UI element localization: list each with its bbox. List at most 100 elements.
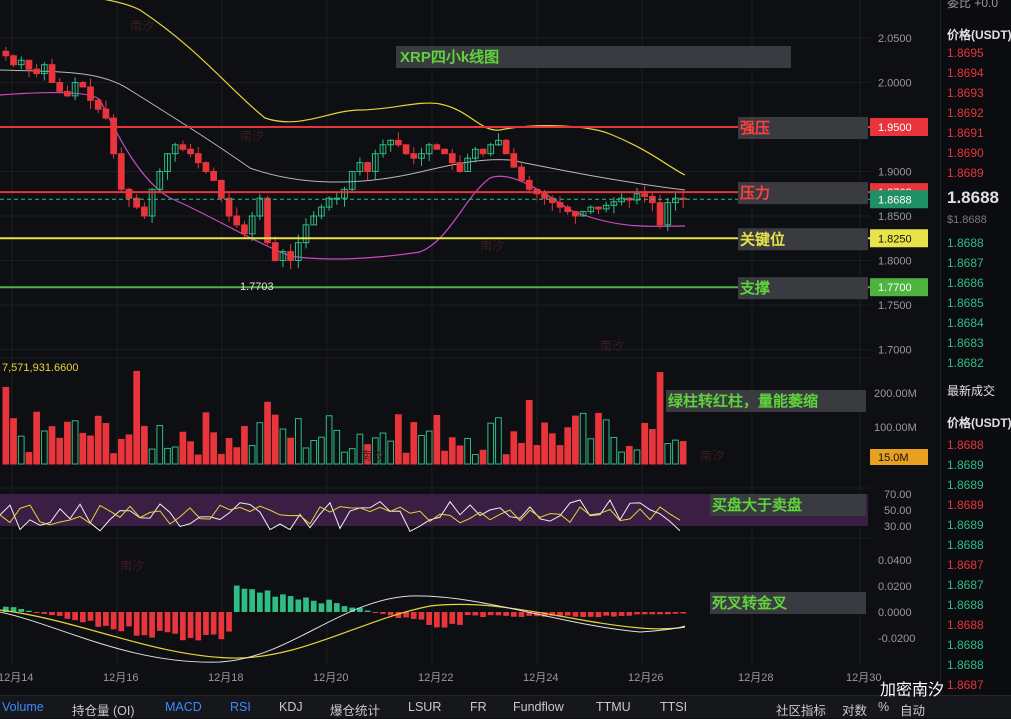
volume-bar [664,443,672,465]
indicator-tab[interactable]: FR [470,700,487,714]
macd-bar [603,612,610,616]
indicator-tab[interactable]: TTMU [596,700,631,714]
candle-body [464,157,471,172]
rsi-tick: 70.00 [884,489,912,501]
volume-bar [502,454,510,465]
candle-body [179,144,187,150]
macd-bar [126,612,132,627]
order-ratio: 委比 +0.0 [947,0,999,10]
y-tick-label: 2.0000 [878,78,912,90]
macd-bar [449,612,456,624]
candlestick-chart[interactable]: 2.0500 2.0000 1.9500 1.9000 1.8500 1.8000 1.75… [0,0,940,695]
volume-bar [56,437,64,465]
volume-bar [602,419,610,465]
macd-bar [664,612,671,615]
macd-bar [103,612,109,626]
volume-bar [679,441,687,465]
bid-price: 1.8683 [947,336,984,350]
volume-bar [333,429,341,465]
toolbar-option[interactable]: % [878,700,890,714]
band-upper [104,0,686,176]
level-label: 强压 [740,120,770,137]
mid-price: 1.8688 [947,188,999,207]
indicator-tab[interactable]: TTSI [660,700,688,714]
bid-price: 1.8686 [947,276,984,290]
volume-max-label: 7,571,931.6600 [2,362,78,374]
macd-bar [303,597,309,612]
indicator-tab[interactable]: 爆仓统计 [330,704,381,718]
y-tick-label: 1.8000 [878,256,912,268]
volume-bar [171,446,179,465]
macd-bar [510,612,517,617]
bid-price: 1.8687 [947,256,984,270]
macd-bar [557,612,563,617]
volume-bar [572,415,579,465]
rsi-note-bg [710,494,866,516]
volume-bar [271,414,279,465]
candle-body [441,148,448,155]
candle-body [602,204,610,210]
macd-bar [357,607,363,612]
indicator-tab[interactable]: Volume [2,700,44,714]
toolbar-option[interactable]: 对数 [842,704,868,718]
macd-bar [241,588,248,612]
indicator-tab[interactable]: LSUR [408,700,442,714]
candle-body [672,197,679,204]
indicator-tab[interactable]: RSI [230,700,251,714]
watermark: 南汐 [360,448,384,463]
volume-bar [418,434,425,465]
trade-price: 1.8687 [947,678,984,692]
volume-bar [256,422,264,465]
toolbar-option[interactable]: 社区指标 [776,704,827,718]
volume-bar [341,451,348,465]
watermark: 南汐 [700,448,724,463]
indicator-tab[interactable]: Fundflow [513,700,564,714]
candle-body [510,153,518,168]
volume-bar [587,438,595,465]
candle-body [379,144,387,155]
macd-bar [487,612,494,616]
macd-bar [280,594,286,612]
macd-bar [26,610,32,612]
indicator-tab[interactable]: 持仓量 (OI) [72,704,135,718]
watermark: 南汐 [120,558,144,573]
volume-bar [487,422,495,465]
volume-bar [379,432,387,465]
macd-tick: 0.0400 [878,555,912,567]
volume-bar [387,440,395,465]
candle-body [164,153,171,172]
candle-body [587,206,595,213]
volume-bar [310,440,318,465]
volume-bar [125,434,133,465]
macd-bar [149,612,155,638]
trade-price: 1.8688 [947,438,984,452]
candle-body [456,162,464,173]
candle-body [479,148,487,155]
volume-bar [395,414,402,465]
volume-bar [356,433,364,465]
macd-bar [172,612,179,634]
candle-body [117,153,125,190]
macd-bar [164,612,171,633]
candle-body [487,144,495,155]
candle-body [17,59,25,66]
candle-body [502,139,510,155]
macd-bar [626,612,633,616]
candle-body [87,86,94,101]
volume-bar [10,418,17,465]
volume-bar [610,436,618,465]
toolbar-option[interactable]: 自动 [900,704,926,718]
volume-bar [672,439,679,465]
indicator-tab[interactable]: MACD [165,700,202,714]
macd-bar [657,612,663,615]
candle-body [318,206,325,217]
macd-bar [218,612,225,640]
trade-price: 1.8687 [947,558,984,572]
candle-body [33,68,40,75]
trade-price: 1.8689 [947,478,984,492]
candle-body [141,206,148,217]
indicator-tab[interactable]: KDJ [279,700,303,714]
ask-price: 1.8692 [947,106,984,120]
candle-body [133,197,141,208]
candle-body [579,211,587,217]
